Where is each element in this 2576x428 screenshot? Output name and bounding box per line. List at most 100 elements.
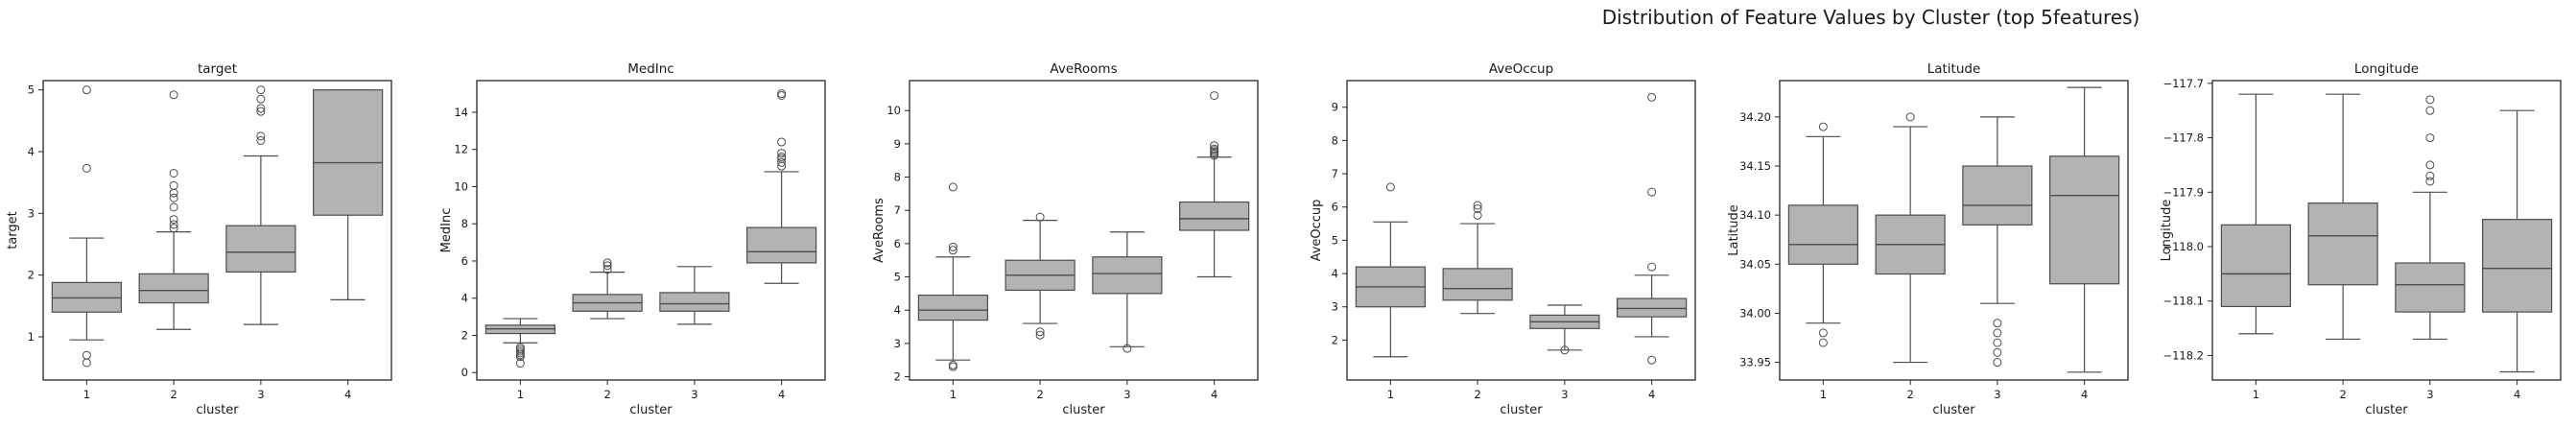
box-cluster-1 <box>1787 122 1858 347</box>
y-tick-label: 6 <box>894 237 901 250</box>
x-tick-label: 4 <box>2081 388 2088 401</box>
outlier-point <box>777 161 787 171</box>
outlier-point <box>256 85 266 95</box>
iqr-box <box>313 89 384 216</box>
x-tick-label: 2 <box>603 388 610 401</box>
outlier-point <box>777 91 787 101</box>
box-cluster-3 <box>1529 304 1600 355</box>
outlier-point <box>1647 187 1657 197</box>
subplot-title: Latitude <box>1927 61 1981 77</box>
x-tick-label: 2 <box>1906 388 1913 401</box>
x-tick-label: 4 <box>344 388 351 401</box>
x-tick-label: 3 <box>257 388 264 401</box>
x-tick-label: 3 <box>691 388 697 401</box>
box-cluster-3 <box>225 85 296 325</box>
box-cluster-4 <box>2482 109 2553 373</box>
box-cluster-2 <box>2307 93 2378 341</box>
outlier-point <box>256 107 266 116</box>
plot-frame <box>1779 80 2129 381</box>
outlier-point <box>169 224 178 233</box>
outlier-point <box>1647 355 1657 365</box>
y-tick-label: 34.15 <box>1739 159 1771 173</box>
y-tick-label: −117.7 <box>2162 77 2204 90</box>
y-tick-label: 1 <box>28 330 35 344</box>
iqr-box <box>1179 201 1250 231</box>
subplot-AveRooms: AveRooms 2 3 4 5 6 7 8 9 10 AveRooms 1 2 3 4 cluster <box>872 61 1259 417</box>
y-tick-label: 9 <box>894 137 901 151</box>
box-cluster-2 <box>572 258 643 320</box>
outlier-point <box>169 188 178 198</box>
subplot-title: AveOccup <box>1489 61 1553 77</box>
iqr-box <box>1617 297 1688 318</box>
outlier-point <box>169 180 178 190</box>
y-tick-label: 33.95 <box>1739 356 1771 369</box>
iqr-box <box>746 226 817 264</box>
outlier-point <box>1035 212 1045 222</box>
outlier-point <box>2425 133 2435 143</box>
box-cluster-4 <box>1617 92 1688 365</box>
x-tick-label: 3 <box>2426 388 2433 401</box>
box-cluster-1 <box>51 85 122 368</box>
x-tick-label: 4 <box>1648 388 1655 401</box>
y-axis-label: Longitude <box>2160 200 2174 262</box>
outlier-point <box>1210 141 1219 151</box>
iqr-box <box>1442 268 1513 301</box>
x-tick-label: 1 <box>950 388 957 401</box>
iqr-box <box>659 292 730 312</box>
y-axis-label: target <box>6 211 20 250</box>
x-tick-label: 1 <box>2253 388 2259 401</box>
x-tick-label: 2 <box>1474 388 1480 401</box>
y-tick-label: 5 <box>1332 233 1338 247</box>
y-tick-label: 7 <box>1332 167 1338 180</box>
iqr-box <box>2307 202 2378 286</box>
outlier-point <box>82 350 91 360</box>
y-tick-label: 2 <box>461 328 468 342</box>
y-tick-label: 4 <box>28 145 35 158</box>
figure-title: Distribution of Feature Values by Cluste… <box>1602 6 2140 29</box>
iqr-box <box>225 225 296 273</box>
outlier-point <box>1210 151 1219 160</box>
outlier-point <box>2425 95 2435 105</box>
y-tick-label: −118.2 <box>2162 348 2204 362</box>
subplot-AveOccup: AveOccup 2 3 4 5 6 7 8 9 AveOccup 1 2 3 4 cluster <box>1310 61 1696 417</box>
y-tick-label: −117.9 <box>2162 185 2204 199</box>
outlier-point <box>1993 328 2002 338</box>
iqr-box <box>1092 256 1163 295</box>
box-cluster-4 <box>1179 91 1250 278</box>
y-tick-label: 4 <box>894 303 901 317</box>
outlier-point <box>1123 344 1132 353</box>
iqr-box <box>917 295 988 321</box>
y-tick-label: 12 <box>454 143 468 156</box>
outlier-point <box>256 135 266 145</box>
outlier-point <box>777 89 787 99</box>
outlier-point <box>82 163 91 173</box>
outlier-point <box>1818 328 1828 338</box>
x-tick-label: 4 <box>778 388 785 401</box>
iqr-box <box>138 273 209 304</box>
outlier-point <box>2425 171 2435 180</box>
iqr-box <box>2395 262 2466 313</box>
y-tick-label: 7 <box>894 203 901 217</box>
iqr-box <box>2482 219 2553 313</box>
y-tick-label: 14 <box>454 106 468 119</box>
x-tick-label: 1 <box>83 388 90 401</box>
y-tick-label: 4 <box>461 292 468 305</box>
x-tick-label: 2 <box>1036 388 1043 401</box>
x-tick-label: 4 <box>1211 388 1217 401</box>
y-tick-label: 4 <box>1332 267 1338 280</box>
y-tick-label: 8 <box>1332 133 1338 147</box>
subplot-title: AveRooms <box>1050 61 1117 77</box>
outlier-point <box>1473 203 1482 213</box>
y-tick-label: 6 <box>1332 201 1338 214</box>
outlier-point <box>1818 338 1828 347</box>
plot-frame <box>1346 80 1696 381</box>
outlier-point <box>1647 262 1657 272</box>
y-tick-label: 3 <box>28 206 35 220</box>
x-axis-label: cluster <box>1062 403 1105 417</box>
outlier-point <box>515 352 525 362</box>
y-tick-label: 2 <box>28 269 35 282</box>
outlier-point <box>1818 122 1828 131</box>
y-tick-label: −118.0 <box>2162 240 2204 253</box>
